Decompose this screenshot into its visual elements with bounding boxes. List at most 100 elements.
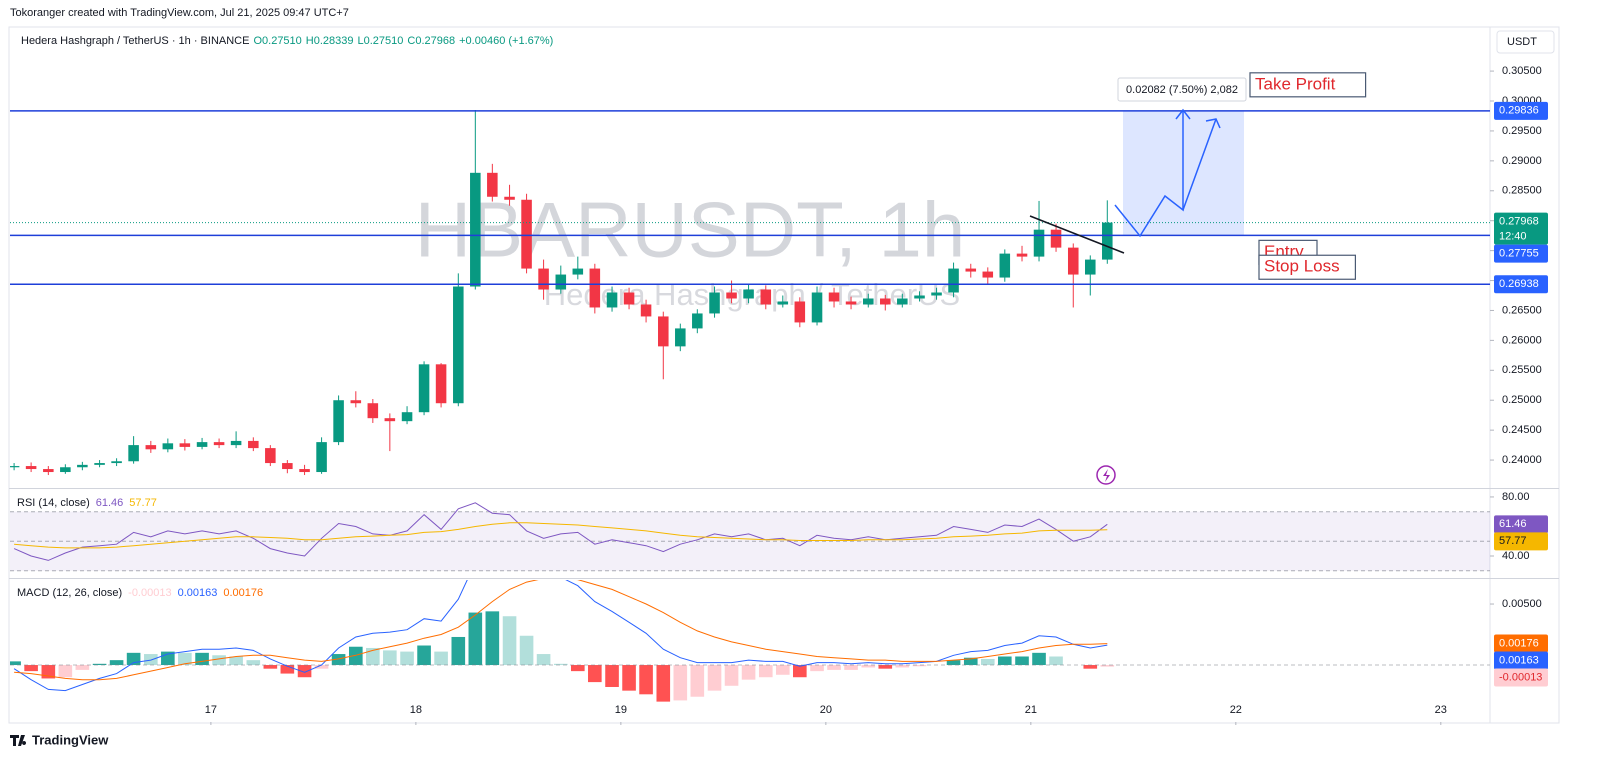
currency-box[interactable] [1496,30,1555,54]
candle-body [1102,222,1113,260]
x-tick-label: 18 [410,704,422,716]
y-tick-label: 40.00 [1502,550,1530,562]
histogram-bar [724,665,739,686]
y-tick-label: 0.25500 [1502,364,1542,376]
candle-body [982,271,994,278]
candle-body [538,268,549,290]
candle-body [794,301,806,323]
indicator-tag: 0.00176 [1499,637,1539,649]
histogram-bar [92,663,107,666]
y-tick-label: 0.26000 [1502,334,1542,346]
indicator-tag-bg [1494,634,1548,653]
candle-body [111,461,122,464]
candle-body [350,400,362,404]
candle-body [196,442,208,447]
symbol: Hedera Hashgraph / TetherUS · 1h · BINAN… [21,35,249,47]
histogram-bar [331,654,346,666]
level-label-box [1258,254,1357,280]
candle-body [675,328,686,347]
plot-layer: 0.24000 0.24500 0.25000 0.25500 0.26000 0.265… [10,35,1548,725]
candle-body [931,292,942,296]
candle-body [914,295,925,299]
candle-body [25,466,37,470]
histogram-bar [383,650,397,666]
symbol-header: Hedera Hashgraph / TetherUS · 1h · BINAN… [21,35,553,47]
indicator-title: MACD (12, 26, close) [17,587,122,599]
ohlc-value: C0.27968 [407,35,455,47]
x-tick-label: 21 [1025,704,1037,716]
histogram-bar [212,655,226,666]
indicator-value: -0.00013 [128,587,171,599]
histogram-bar [588,665,602,683]
histogram-bar [58,665,73,678]
candle-body [401,412,413,422]
arrow-head [1205,118,1221,129]
candle-body [316,442,327,473]
indicator-tag-bg [1494,532,1548,551]
histogram-bar [946,660,961,666]
candle-body [333,400,344,443]
candle-body [521,199,532,269]
candle-body [162,443,174,450]
y-tick-label: 0.00500 [1502,598,1542,610]
candle-body [60,467,71,473]
indicator-legend: RSI (14, close) 61.46 57.77 [17,497,157,509]
level-label: Take Profit [1255,74,1336,93]
histogram-bar [639,665,653,695]
histogram-bar [810,665,824,672]
histogram-bar [366,647,380,666]
histogram-bar [417,645,431,666]
candles [10,109,1113,476]
histogram-bar [468,612,483,666]
histogram-bar [1015,656,1029,666]
y-tick-label: 0.24000 [1502,454,1542,466]
indicator-line [13,502,1108,561]
candle-body [726,292,737,299]
histogram-bar [895,665,910,668]
frame [8,26,1560,724]
watermark: HBARUSDT, 1h [415,186,966,274]
histogram-bar [1100,665,1115,667]
histogram-bar [246,660,261,666]
indicator-value: 0.00176 [223,587,263,599]
y-tick-label: 0.29500 [1502,125,1542,137]
candle-body [282,463,293,470]
candle-body [248,440,259,449]
histogram-bar [229,656,243,666]
projection-path [1182,118,1217,211]
indicator-tag: 0.00163 [1499,654,1539,666]
candle-body [299,469,310,473]
histogram-bar [912,665,927,667]
histogram [10,611,1115,702]
candle-body [863,298,874,305]
candle-body [1050,229,1062,248]
histogram-bar [963,657,978,666]
candle-body [487,172,498,197]
histogram-bar [349,646,363,666]
candle-body [230,440,242,446]
indicator-tag-bg [1494,668,1548,687]
candle-body [213,442,225,446]
brand: TradingView [32,732,109,747]
histogram-bar [1032,652,1046,666]
histogram-bar [451,636,466,666]
x-tick-label: 19 [615,704,627,716]
histogram-bar [24,665,38,672]
indicator-tag: -0.00013 [1499,671,1542,683]
candle-body [367,403,379,419]
trendline [1029,215,1125,254]
x-tick-label: 20 [820,704,832,716]
candle-body [179,443,191,447]
rsi-band [10,511,1490,571]
y-tick-label: 0.28500 [1502,185,1542,197]
histogram-bar [10,661,21,666]
candle-body [77,464,88,468]
candle-body [777,301,789,305]
candle-body [418,364,430,413]
measure-label: 0.02082 (7.50%) 2,082 [1126,84,1238,96]
candle-body [435,364,447,404]
histogram-bar [263,665,278,669]
measure-box [1117,77,1247,102]
histogram-bar [844,665,858,670]
